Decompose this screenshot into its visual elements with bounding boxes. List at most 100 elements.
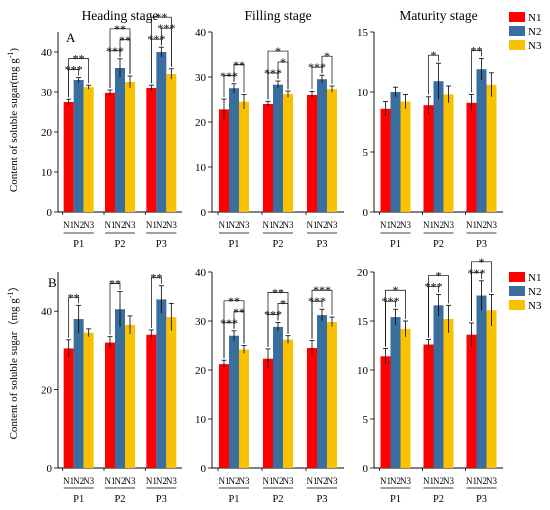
chart-2-series-label: N2 bbox=[390, 220, 401, 230]
chart-0-bar-p3-n3 bbox=[166, 74, 177, 212]
chart-1-y-tick-label: 10 bbox=[195, 162, 207, 174]
chart-0-bar-p2-n1 bbox=[105, 92, 115, 212]
legend-bottom-swatch-n1 bbox=[509, 272, 525, 282]
chart-1-y-tick-label: 20 bbox=[195, 117, 207, 129]
chart-1-group-label: P3 bbox=[316, 239, 327, 250]
chart-2-series-label: N1 bbox=[380, 220, 391, 230]
chart-5-sig-label: *** bbox=[382, 294, 400, 308]
chart-3-bar-p1-n1 bbox=[63, 348, 74, 468]
chart-3-series-label: N1 bbox=[63, 476, 74, 486]
chart-0-y-tick-label: 0 bbox=[47, 207, 53, 219]
chart-5-sig-label: * bbox=[479, 255, 485, 269]
chart-4-sig-label: *** bbox=[313, 283, 331, 297]
chart-1-sig-label: ** bbox=[233, 58, 245, 72]
chart-3-bar-p3-n1 bbox=[146, 334, 157, 468]
chart-5-series-label: N3 bbox=[486, 476, 497, 486]
y-axis-label-top-sup: -1 bbox=[6, 52, 15, 59]
chart-1-y-tick-label: 0 bbox=[201, 207, 207, 219]
chart-0-y-tick-label: 10 bbox=[41, 167, 53, 179]
chart-1-series-label: N3 bbox=[327, 220, 338, 230]
legend-top: N1 N2 N3 bbox=[509, 12, 542, 52]
chart-1-bar-p3-n2 bbox=[317, 79, 327, 212]
chart-5-series-label: N2 bbox=[390, 476, 401, 486]
chart-5-series-label: N3 bbox=[443, 476, 454, 486]
chart-5-series-label: N1 bbox=[466, 476, 477, 486]
y-axis-label-bottom-text: Content of soluble sugar（mg g bbox=[7, 298, 20, 440]
chart-4-sig-bracket bbox=[223, 300, 245, 359]
chart-1-bar-p2-n3 bbox=[283, 94, 293, 212]
chart-4-bar-p2-n3 bbox=[283, 339, 293, 468]
chart-0-series-label: N3 bbox=[166, 220, 177, 230]
chart-2-bar-p3-n2 bbox=[476, 69, 487, 212]
chart-5-y-tick-label: 20 bbox=[357, 267, 369, 279]
chart-3-group-label: P3 bbox=[156, 494, 167, 505]
chart-0-sig-label: ** bbox=[114, 22, 126, 36]
chart-0-bar-p2-n3 bbox=[125, 82, 135, 212]
chart-4-series-label: N1 bbox=[263, 476, 274, 486]
chart-3-series-label: N3 bbox=[166, 476, 177, 486]
legend-bottom-label-n3: N3 bbox=[528, 300, 542, 312]
chart-2-y-tick-label: 15 bbox=[357, 27, 369, 39]
chart-3-series-label: N2 bbox=[156, 476, 167, 486]
chart-5-group-label: P1 bbox=[390, 494, 401, 505]
chart-4-series-label: N1 bbox=[219, 476, 230, 486]
chart-4-bar-p3-n2 bbox=[317, 315, 327, 468]
chart-0-group-label: P1 bbox=[73, 239, 84, 250]
chart-5-bar-p3-n2 bbox=[476, 295, 487, 468]
y-axis-label-top-text: Content of soluble sugar(mg g bbox=[8, 58, 20, 192]
chart-0-y-tick-label: 20 bbox=[41, 127, 53, 139]
chart-1-bar-p2-n1 bbox=[263, 104, 273, 212]
chart-0-group-label: P3 bbox=[156, 239, 167, 250]
chart-2-bar-p2-n3 bbox=[443, 94, 454, 212]
chart-4-sig-label: *** bbox=[264, 307, 282, 321]
chart-3-y-tick-label: 40 bbox=[41, 306, 53, 318]
chart-5-bar-p3-n1 bbox=[466, 334, 477, 468]
chart-4-y-tick-label: 40 bbox=[195, 267, 207, 279]
chart-4-bar-p2-n2 bbox=[273, 326, 283, 468]
chart-1-series-label: N1 bbox=[219, 220, 230, 230]
chart-2-sig-label: * bbox=[431, 48, 437, 62]
chart-0-series-label: N3 bbox=[125, 220, 136, 230]
chart-5-y-tick-label: 15 bbox=[357, 316, 369, 328]
chart-1-group-label: P1 bbox=[228, 239, 239, 250]
chart-4-sig-label: * bbox=[280, 296, 286, 310]
chart-1-sig-bracket bbox=[233, 64, 245, 93]
chart-3-sig-label: ** bbox=[109, 277, 121, 291]
chart-5-sig-bracket bbox=[471, 261, 492, 321]
chart-2-bar-p1-n2 bbox=[390, 92, 401, 212]
chart-4-sig-label: *** bbox=[220, 316, 238, 330]
chart-4-group-label: P3 bbox=[316, 494, 327, 505]
chart-4-bar-p3-n3 bbox=[327, 321, 337, 468]
chart-1-sig-label: * bbox=[275, 44, 281, 58]
chart-4-sig-bracket bbox=[267, 292, 289, 347]
chart-5-sig-label: *** bbox=[425, 280, 443, 294]
legend-top-label-n3: N3 bbox=[528, 40, 542, 52]
chart-1-series-label: N3 bbox=[239, 220, 250, 230]
chart-0-bar-p3-n2 bbox=[156, 52, 167, 212]
chart-5-series-label: N2 bbox=[433, 476, 444, 486]
chart-3-sig-label: ** bbox=[150, 271, 162, 285]
chart-2-bar-p1-n3 bbox=[400, 101, 411, 212]
chart-3-bar-p1-n3 bbox=[83, 332, 94, 468]
chart-4-group-label: P2 bbox=[272, 494, 283, 505]
chart-3-series-label: N1 bbox=[146, 476, 157, 486]
chart-4-group-label: P1 bbox=[228, 494, 239, 505]
chart-1-y-tick-label: 40 bbox=[195, 27, 207, 39]
chart-1-group-label: P2 bbox=[272, 239, 283, 250]
chart-3-series-label: N2 bbox=[73, 476, 84, 486]
chart-2-bar-p2-n1 bbox=[423, 105, 434, 212]
chart-3-bar-p3-n3 bbox=[166, 317, 177, 468]
chart-3-series-label: N3 bbox=[83, 476, 94, 486]
chart-0-series-label: N2 bbox=[73, 220, 84, 230]
chart-1-sig-label: * bbox=[280, 55, 286, 69]
chart-2-series-label: N3 bbox=[443, 220, 454, 230]
chart-0-series-label: N1 bbox=[63, 220, 74, 230]
chart-5-group-label: P3 bbox=[476, 494, 487, 505]
chart-1-sig-label: *** bbox=[308, 60, 326, 74]
chart-1-sig-label: *** bbox=[264, 66, 282, 80]
chart-1-sig-label: *** bbox=[220, 69, 238, 83]
legend-top-swatch-n1 bbox=[509, 12, 525, 22]
chart-4-sig-label: *** bbox=[308, 294, 326, 308]
chart-2-bar-p1-n1 bbox=[380, 108, 391, 212]
